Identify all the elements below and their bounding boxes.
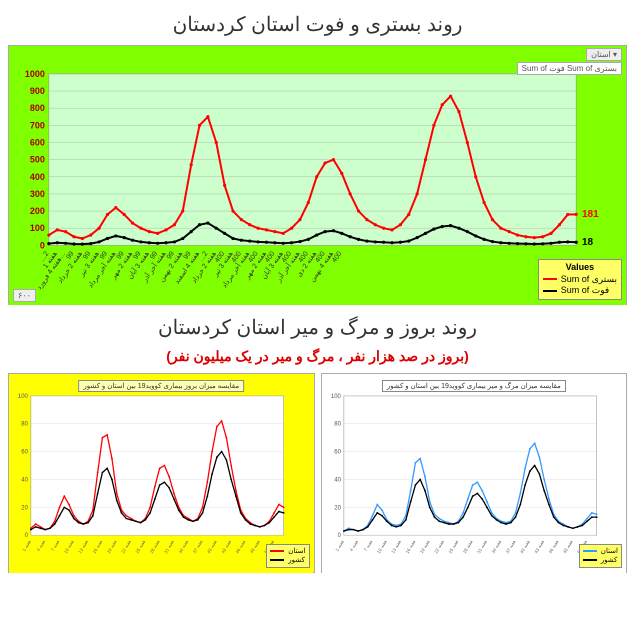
svg-text:20: 20 — [21, 505, 28, 511]
bottom-subtitle: (بروز در صد هزار نفر ، مرگ و میر در یک م… — [8, 348, 627, 365]
svg-text:900: 900 — [30, 86, 45, 96]
left-chart-title: مقایسه میزان بروز بیماری کووید19 بین است… — [78, 380, 244, 392]
filter-ostan[interactable]: استان ▾ — [586, 48, 622, 61]
top-chart-svg: 01002003004005006007008009001000…2هفته 1… — [9, 46, 626, 305]
svg-text:700: 700 — [30, 120, 45, 130]
right-chart-title: مقایسه میزان مرگ و میر بیماری کووید19 بی… — [382, 380, 566, 392]
top-chart: 01002003004005006007008009001000…2هفته 1… — [8, 45, 627, 305]
svg-text:200: 200 — [30, 206, 45, 216]
svg-text:500: 500 — [30, 155, 45, 165]
footer-tag[interactable]: ۶۰۰ — [13, 289, 36, 302]
end-value-bastari: 181 — [582, 209, 599, 220]
filter-measures: Sum of فوت Sum of بستری — [517, 62, 622, 75]
legend-fot: Sum of فوت — [543, 285, 617, 297]
right-legend: استان کشور — [579, 544, 622, 568]
legend-bastari: Sum of بستری — [543, 274, 617, 286]
svg-text:20: 20 — [334, 505, 341, 511]
svg-text:1000: 1000 — [25, 69, 45, 79]
svg-text:80: 80 — [21, 422, 28, 428]
bottom-title: روند بروز و مرگ و میر استان کردستان — [8, 315, 627, 340]
svg-text:40: 40 — [334, 477, 341, 483]
svg-text:600: 600 — [30, 137, 45, 147]
top-title: روند بستری و فوت استان کردستان — [8, 12, 627, 37]
left-legend: استان کشور — [266, 544, 309, 568]
svg-text:0: 0 — [40, 240, 45, 250]
svg-text:100: 100 — [30, 223, 45, 233]
svg-text:800: 800 — [30, 103, 45, 113]
end-value-fot: 18 — [582, 237, 593, 248]
top-legend: Values Sum of بستری Sum of فوت — [538, 259, 622, 300]
svg-text:80: 80 — [334, 422, 341, 428]
svg-text:60: 60 — [21, 450, 28, 456]
svg-text:100: 100 — [18, 394, 29, 400]
svg-text:40: 40 — [21, 477, 28, 483]
left-chart: 020406080100هفته 1هفته 4هفته 7هفته 10هفت… — [8, 373, 315, 573]
svg-text:100: 100 — [330, 394, 341, 400]
svg-text:60: 60 — [334, 450, 341, 456]
svg-text:400: 400 — [30, 172, 45, 182]
svg-text:300: 300 — [30, 189, 45, 199]
legend-header: Values — [543, 262, 617, 274]
bottom-row: 020406080100هفته 1هفته 4هفته 7هفته 10هفت… — [8, 373, 627, 573]
right-chart: 020406080100هفته 1هفته 4هفته 7هفته 10هفت… — [321, 373, 628, 573]
